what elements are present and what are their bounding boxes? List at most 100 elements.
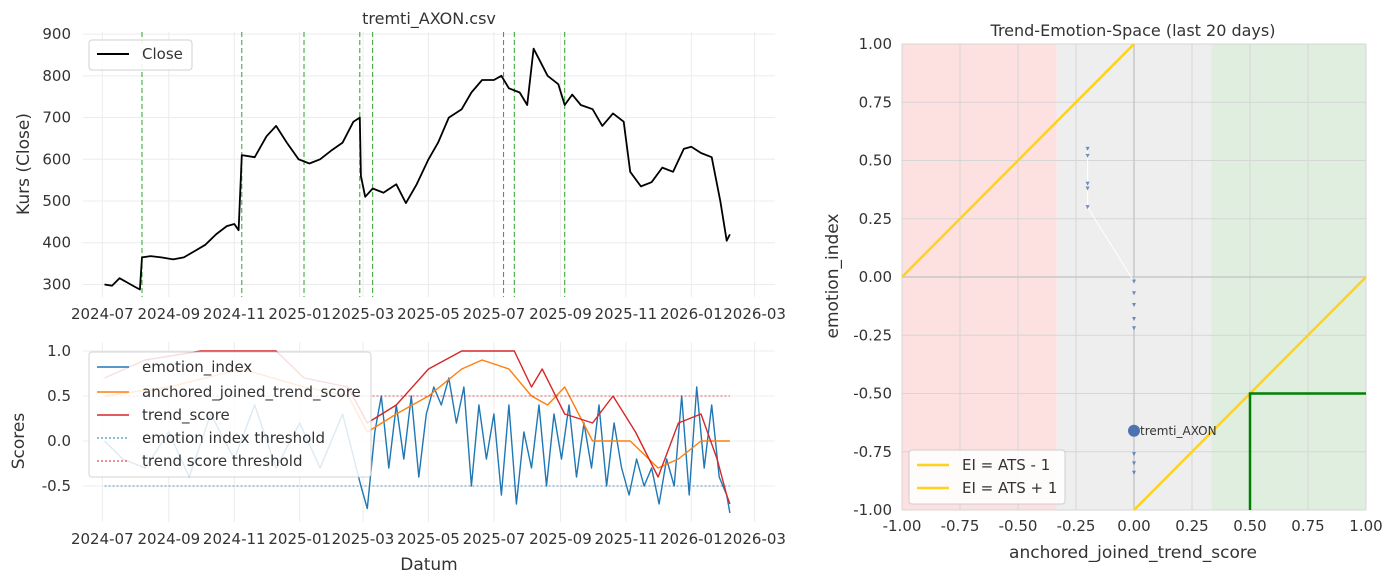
x-tick-label: 2025-09 — [529, 530, 592, 548]
y-tick-label: -0.25 — [853, 326, 892, 344]
trend-emotion-y-axis-label: emotion_index — [823, 214, 843, 339]
y-tick-label: 300 — [42, 275, 71, 293]
price-plot-area — [83, 32, 775, 297]
y-tick-label: -0.50 — [853, 385, 892, 403]
legend-emotion-threshold-label: emotion index threshold — [142, 429, 325, 447]
price-grid — [83, 32, 775, 297]
trail-path — [1087, 148, 1135, 329]
trail-arrow-marker — [1132, 316, 1136, 321]
trend-emotion-y-ticks: -1.00 -0.75 -0.50 -0.25 0.00 0.25 0.50 0.75 1.00 — [853, 35, 892, 519]
y-tick-label: 800 — [42, 67, 71, 85]
y-tick-label: 500 — [42, 192, 71, 210]
trend-emotion-trail: tremti_AXON — [1085, 146, 1217, 475]
trend-emotion-grid — [901, 43, 1367, 511]
scores-x-ticks: 2024-07 2024-09 2024-11 2025-01 2025-03 2025-… — [71, 530, 786, 548]
x-tick-label: 2025-01 — [268, 530, 331, 548]
price-panel: 300 400 500 600 700 800 900 2024-07 2024-09 2024… — [14, 9, 786, 323]
x-tick-label: 2024-11 — [203, 530, 266, 548]
x-tick-label: 2024-09 — [137, 530, 200, 548]
trend-emotion-legend: EI = ATS - 1 EI = ATS + 1 — [908, 449, 1066, 505]
x-tick-label: 2025-01 — [268, 305, 331, 323]
legend-anchored-label: anchored_joined_trend_score — [142, 383, 361, 402]
trail-arrow-marker — [1132, 470, 1136, 475]
legend-trend-threshold-label: trend score threshold — [142, 452, 302, 470]
x-tick-label: 0.25 — [1175, 517, 1208, 535]
trend-emotion-title: Trend-Emotion-Space (last 20 days) — [990, 21, 1276, 40]
current-point-label: tremti_AXON — [1140, 424, 1217, 438]
trail-arrow-marker — [1132, 461, 1136, 466]
x-tick-label: 2026-01 — [660, 305, 723, 323]
trail-arrow-marker — [1132, 326, 1136, 331]
scores-y-axis-label: Scores — [9, 413, 29, 470]
price-chart-title: tremti_AXON.csv — [362, 9, 496, 29]
x-tick-label: 2025-11 — [595, 530, 658, 548]
current-point-marker — [1128, 424, 1140, 437]
x-tick-label: 2026-03 — [723, 305, 786, 323]
y-tick-label: -0.5 — [42, 477, 71, 495]
price-y-axis-label: Kurs (Close) — [14, 113, 34, 215]
x-tick-label: 2025-03 — [332, 530, 395, 548]
x-tick-label: 0.75 — [1291, 517, 1324, 535]
x-tick-label: 2024-09 — [137, 305, 200, 323]
x-tick-label: 2025-07 — [463, 530, 526, 548]
scores-panel: -0.50.00.51.0 2024-07 2024-09 2024-11 2025-… — [9, 342, 786, 575]
x-tick-label: 1.00 — [1349, 517, 1382, 535]
x-tick-label: 2025-05 — [397, 530, 460, 548]
y-tick-label: -1.00 — [853, 501, 892, 519]
y-tick-label: 0.0 — [47, 432, 71, 450]
y-tick-label: 1.00 — [859, 35, 892, 53]
legend-ei-ats-plus-label: EI = ATS + 1 — [962, 479, 1057, 497]
trail-arrow-marker — [1132, 452, 1136, 457]
scores-y-ticks: -0.5 0.0 0.5 1.0 — [42, 342, 71, 495]
x-tick-label: 2025-11 — [595, 305, 658, 323]
y-tick-label: 700 — [42, 109, 71, 127]
x-tick-label: 2026-01 — [660, 530, 723, 548]
legend-emotion-index-label: emotion_index — [142, 358, 252, 377]
trail-arrow-marker — [1132, 291, 1136, 296]
legend-close-label: Close — [142, 45, 183, 63]
x-tick-label: 2025-05 — [397, 305, 460, 323]
trail-arrow-marker — [1085, 205, 1090, 210]
series-line-close — [104, 47, 731, 291]
x-tick-label: -0.75 — [941, 517, 980, 535]
price-legend: Close — [88, 39, 193, 71]
trail-arrow-marker — [1085, 153, 1090, 158]
trend-emotion-x-ticks: -1.00 -0.75 -0.50 -0.25 0.00 0.25 0.50 0.75 1.00 — [883, 517, 1383, 535]
y-tick-label: 0.00 — [859, 268, 892, 286]
trail-arrow-marker — [1085, 181, 1090, 186]
trend-emotion-x-axis-label: anchored_joined_trend_score — [1009, 543, 1257, 563]
trend-emotion-panel: tremti_AXON -1.00 -0.75 -0.50 -0.25 0.00 0.25… — [823, 21, 1383, 563]
y-tick-label: 600 — [42, 150, 71, 168]
price-y-ticks: 300 400 500 600 700 800 900 — [42, 25, 71, 293]
y-tick-label: 0.50 — [859, 152, 892, 170]
x-tick-label: 0.50 — [1233, 517, 1266, 535]
x-tick-label: -1.00 — [883, 517, 922, 535]
x-tick-label: -0.50 — [999, 517, 1038, 535]
legend-ei-ats-minus-label: EI = ATS - 1 — [962, 456, 1050, 474]
x-tick-label: 2025-09 — [529, 305, 592, 323]
trail-arrow-marker — [1132, 302, 1136, 307]
y-tick-label: 400 — [42, 234, 71, 252]
y-tick-label: 0.25 — [859, 210, 892, 228]
x-tick-label: 2024-07 — [71, 530, 134, 548]
scores-legend: emotion_index anchored_joined_trend_scor… — [88, 351, 372, 478]
y-tick-label: -0.75 — [853, 443, 892, 461]
signal-box — [1248, 392, 1366, 510]
x-tick-label: -0.25 — [1057, 517, 1096, 535]
trail-arrow-marker — [1132, 279, 1136, 284]
y-tick-label: 1.0 — [47, 342, 71, 360]
x-tick-label: 2026-03 — [723, 530, 786, 548]
y-tick-label: 0.75 — [859, 93, 892, 111]
x-tick-label: 2024-11 — [203, 305, 266, 323]
x-tick-label: 2025-07 — [463, 305, 526, 323]
trail-arrow-marker — [1085, 186, 1090, 191]
legend-trend-score-label: trend_score — [142, 406, 230, 425]
scores-x-axis-label: Datum — [400, 555, 458, 575]
x-tick-label: 2024-07 — [71, 305, 134, 323]
x-tick-label: 2025-03 — [332, 305, 395, 323]
trail-arrow-marker — [1085, 146, 1090, 151]
price-series-lines — [104, 47, 731, 291]
x-tick-label: 0.00 — [1117, 517, 1150, 535]
trend-emotion-lines — [901, 43, 1367, 511]
